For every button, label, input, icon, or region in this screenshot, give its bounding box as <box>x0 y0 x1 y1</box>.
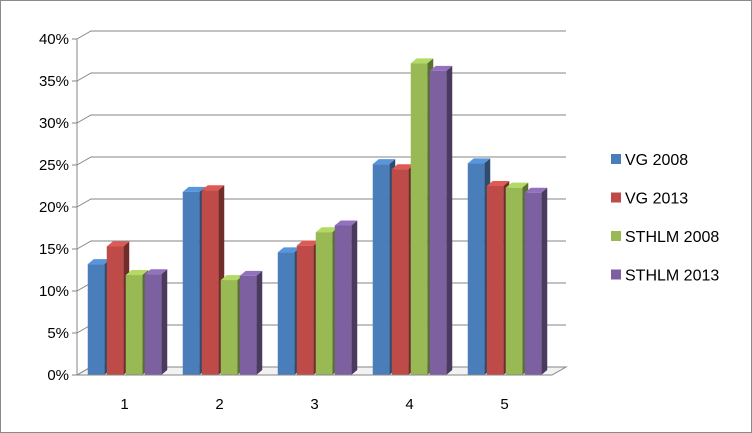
bar-front <box>106 246 124 375</box>
bar-side <box>161 269 168 375</box>
bar <box>524 187 548 375</box>
bar-side <box>446 65 453 376</box>
legend-label: VG 2013 <box>625 191 688 208</box>
x-axis-tick-labels: 1 2 3 4 5 <box>77 374 552 413</box>
y-tick-label: 30% <box>39 115 69 132</box>
bar-top <box>391 164 415 170</box>
legend-item: STHLM 2008 <box>611 229 719 246</box>
legend-item: STHLM 2013 <box>611 268 719 285</box>
gridline <box>76 72 566 82</box>
gridline <box>76 156 566 166</box>
bar-top <box>467 158 491 164</box>
bar-front <box>125 275 143 375</box>
bar-front <box>315 232 333 375</box>
bar-top <box>315 227 339 233</box>
bar-top <box>486 181 510 186</box>
bar-side <box>351 220 358 375</box>
bar-front <box>182 191 200 375</box>
y-tick-label: 10% <box>39 283 69 300</box>
bar-front <box>239 275 257 375</box>
bar-front <box>524 192 542 375</box>
x-tick-label: 2 <box>215 396 223 413</box>
bar-top <box>410 58 434 64</box>
y-tick-label: 40% <box>39 31 69 48</box>
bar-front <box>429 70 447 376</box>
y-tick-label: 5% <box>47 325 69 342</box>
bar-front <box>410 63 428 376</box>
bar <box>334 220 358 375</box>
bar-top <box>106 241 130 247</box>
legend-swatch <box>611 231 621 241</box>
bar <box>429 65 453 376</box>
legend-item: VG 2008 <box>611 152 688 169</box>
legend-swatch <box>611 269 621 280</box>
y-tick-label: 0% <box>47 367 69 384</box>
bar-top <box>239 270 263 276</box>
bar-front <box>87 264 105 375</box>
bar-top <box>524 187 548 193</box>
bar-front <box>220 280 238 375</box>
bar-front <box>277 252 295 375</box>
bar-front <box>144 274 162 375</box>
bar-top <box>87 259 111 265</box>
bar-top <box>144 269 168 275</box>
bar-front <box>372 164 390 375</box>
bar-top <box>125 270 149 276</box>
bar-top <box>372 159 396 165</box>
y-tick-label: 25% <box>39 157 69 174</box>
y-tick-label: 20% <box>39 199 69 216</box>
legend-swatch <box>611 154 621 164</box>
bar-top <box>505 182 529 188</box>
bar-front <box>505 187 523 375</box>
legend-label: VG 2008 <box>625 152 688 169</box>
bar-front <box>486 186 504 375</box>
bar-front <box>296 245 314 375</box>
bar-top <box>334 220 358 226</box>
bar <box>239 270 263 375</box>
bar-front <box>334 225 352 375</box>
gridline <box>76 30 566 40</box>
bar <box>144 269 168 375</box>
y-tick-label: 15% <box>39 241 69 258</box>
x-tick-label: 5 <box>500 396 508 413</box>
gridline <box>76 114 566 124</box>
y-axis-tick-labels: 0% 5% 10% 15% 20% 25% 30% 35% 40% <box>39 31 69 384</box>
bar-front <box>391 169 409 375</box>
bar-top <box>277 247 301 253</box>
bar-front <box>467 163 485 375</box>
legend-label: STHLM 2013 <box>625 268 719 285</box>
bar-top <box>429 65 453 71</box>
legend-item: VG 2013 <box>611 191 688 208</box>
y-tick-label: 35% <box>39 73 69 90</box>
bar-side <box>256 270 263 375</box>
bar-top <box>182 186 206 192</box>
bar-side <box>541 187 548 375</box>
x-tick-label: 1 <box>120 396 128 413</box>
x-tick-label: 4 <box>405 396 413 413</box>
bar-top <box>296 240 320 246</box>
legend-swatch <box>611 192 621 203</box>
bar-front <box>201 190 219 375</box>
bar-top <box>220 275 244 281</box>
legend-label: STHLM 2008 <box>625 229 719 246</box>
legend: VG 2008 VG 2013 STHLM 2008 STHLM 2013 <box>611 152 719 285</box>
x-tick-label: 3 <box>310 396 318 413</box>
bar-top <box>201 185 225 191</box>
bars <box>87 58 548 376</box>
